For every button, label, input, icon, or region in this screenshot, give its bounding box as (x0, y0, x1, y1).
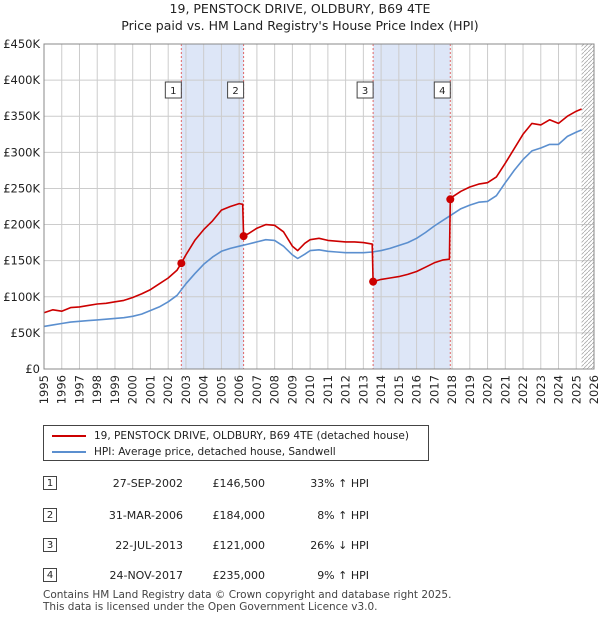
sale-badge-box (227, 81, 245, 99)
y-tick-label: £50K (11, 326, 41, 340)
legend-label-property: 19, PENSTOCK DRIVE, OLDBURY, B69 4TE (de… (94, 430, 409, 442)
footer-license: This data is licensed under the Open Gov… (43, 600, 378, 613)
x-tick-label: 2019 (463, 375, 477, 404)
sale-price: £235,000 (212, 568, 266, 582)
x-tick-label: 2015 (392, 375, 406, 404)
x-tick-label: 2008 (268, 375, 282, 404)
sale-badge-box (356, 81, 374, 99)
y-tick-label: £450K (3, 37, 40, 51)
sale-badge-box (433, 81, 451, 99)
sale-hpi-diff: 33% ↑ HPI (310, 476, 369, 490)
x-tick-label: 2014 (374, 375, 388, 404)
sale-number-badge: 2 (43, 508, 57, 522)
x-tick-label: 2013 (356, 375, 370, 404)
y-tick-label: £150K (3, 254, 40, 268)
sale-point (446, 195, 455, 204)
x-tick-label: 1998 (90, 375, 104, 404)
sale-hpi-diff: 8% ↑ HPI (317, 508, 369, 522)
sale-price: £184,000 (212, 508, 266, 522)
footer: Contains HM Land Registry data © Crown c… (43, 589, 452, 613)
x-tick-label: 2002 (161, 375, 175, 404)
legend-label-hpi: HPI: Average price, detached house, Sand… (94, 446, 336, 458)
sale-badge-box (164, 81, 182, 99)
sale-point (239, 232, 248, 241)
sale-point (369, 277, 378, 286)
sale-hpi-diff: 9% ↑ HPI (317, 568, 369, 582)
x-tick-label: 2000 (126, 375, 140, 404)
sale-hpi-diff: 26% ↓ HPI (310, 538, 369, 552)
sale-price: £146,500 (212, 476, 266, 490)
x-tick-label: 2017 (427, 375, 441, 404)
x-tick-label: 2016 (410, 375, 424, 404)
y-tick-label: £100K (3, 290, 40, 304)
x-tick-label: 2022 (516, 375, 530, 404)
x-tick-label: 2025 (569, 375, 583, 404)
table-row: 4 24-NOV-2017 £235,000 9% ↑ HPI (43, 566, 369, 584)
sale-date: 31-MAR-2006 (108, 508, 183, 522)
x-tick-label: 2021 (498, 375, 512, 404)
table-row: 2 31-MAR-2006 £184,000 8% ↑ HPI (43, 506, 369, 524)
sale-date: 27-SEP-2002 (112, 476, 183, 490)
y-tick-label: £300K (3, 145, 40, 159)
x-tick-label: 1999 (108, 375, 122, 404)
legend-swatch-property (52, 435, 86, 437)
x-tick-label: 2006 (232, 375, 246, 404)
x-tick-label: 2018 (445, 375, 459, 404)
plot-frame (43, 43, 595, 370)
price-chart: 19, PENSTOCK DRIVE, OLDBURY, B69 4TE Pri… (3, 1, 600, 404)
x-tick-label: 2009 (285, 375, 299, 404)
x-tick-label: 2024 (552, 375, 566, 404)
sale-badge-label: 4 (439, 86, 445, 97)
footer-copyright: Contains HM Land Registry data © Crown c… (43, 589, 452, 601)
sale-point (177, 259, 186, 268)
legend: 19, PENSTOCK DRIVE, OLDBURY, B69 4TE (de… (43, 425, 429, 461)
forecast-hatch (581, 44, 594, 369)
x-tick-label: 2004 (197, 375, 211, 404)
x-tick-label: 1995 (37, 375, 51, 404)
table-row: 1 27-SEP-2002 £146,500 33% ↑ HPI (43, 474, 369, 492)
legend-item-hpi: HPI: Average price, detached house, Sand… (52, 444, 336, 460)
y-tick-label: £250K (3, 181, 40, 195)
x-tick-label: 1996 (55, 375, 69, 404)
table-row: 3 22-JUL-2013 £121,000 26% ↓ HPI (43, 536, 369, 554)
sale-badge-label: 1 (170, 86, 176, 97)
chart-title: 19, PENSTOCK DRIVE, OLDBURY, B69 4TE (170, 1, 431, 16)
sale-badge-label: 2 (232, 86, 238, 97)
sale-number-badge: 4 (43, 568, 57, 582)
sale-badge-label: 3 (362, 86, 368, 97)
x-tick-label: 2007 (250, 375, 264, 404)
legend-item-property: 19, PENSTOCK DRIVE, OLDBURY, B69 4TE (de… (52, 428, 409, 444)
sale-price: £121,000 (212, 538, 266, 552)
sale-date: 24-NOV-2017 (109, 568, 183, 582)
hpi-line (43, 129, 582, 328)
sale-number-badge: 3 (43, 538, 57, 552)
y-tick-label: £200K (3, 218, 40, 232)
x-tick-label: 2011 (321, 375, 335, 404)
x-tick-label: 1997 (72, 375, 86, 404)
y-tick-label: £0 (25, 362, 40, 376)
sale-date: 22-JUL-2013 (115, 538, 183, 552)
x-tick-label: 2005 (214, 375, 228, 404)
x-tick-label: 2026 (587, 375, 600, 404)
y-tick-label: £350K (3, 109, 40, 123)
legend-swatch-hpi (52, 451, 86, 453)
chart-subtitle: Price paid vs. HM Land Registry's House … (121, 18, 478, 33)
y-tick-label: £400K (3, 73, 40, 87)
x-tick-label: 2010 (303, 375, 317, 404)
x-tick-label: 2020 (481, 375, 495, 404)
property-price-line (43, 108, 582, 314)
x-tick-label: 2023 (534, 375, 548, 404)
x-tick-label: 2012 (339, 375, 353, 404)
sale-number-badge: 1 (43, 476, 57, 490)
x-tick-label: 2003 (179, 375, 193, 404)
x-tick-label: 2001 (143, 375, 157, 404)
